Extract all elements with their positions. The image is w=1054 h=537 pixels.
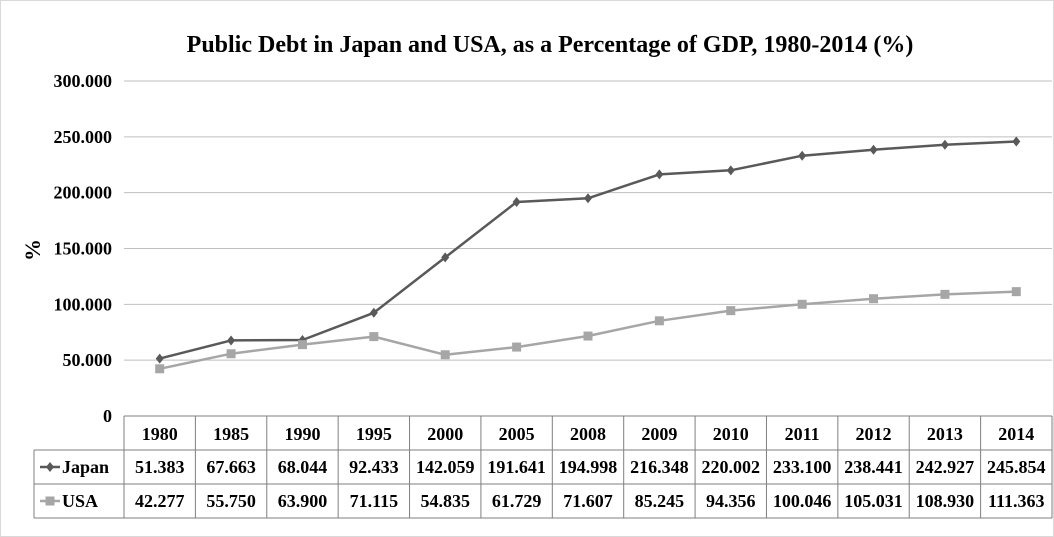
data-point-usa (869, 294, 879, 304)
data-table: 1980 1985 1990 1995 2000 2005 2008 2009 2010 2011… (33, 415, 1053, 519)
data-label: 242.927 (916, 457, 975, 477)
y-tick-label: 150.000 (54, 239, 113, 259)
x-tick-label: 2013 (927, 424, 963, 444)
legend-label: USA (62, 491, 98, 511)
data-label: 61.729 (492, 491, 542, 511)
y-tick-label: 300.000 (54, 71, 113, 91)
data-label: 105.031 (844, 491, 903, 511)
data-point-japan (798, 150, 807, 161)
legend-key-marker (46, 462, 54, 472)
x-tick-label: 2011 (785, 424, 820, 444)
data-point-japan (369, 307, 378, 318)
data-label: 142.059 (416, 457, 475, 477)
data-label: 94.356 (706, 491, 756, 511)
data-point-japan (1012, 136, 1021, 147)
y-tick-label: 0 (103, 406, 112, 426)
data-point-usa (512, 342, 522, 352)
y-axis-ticks: 0 50.000 100.000 150.000 200.000 250.000 300.0… (54, 71, 113, 426)
y-tick-label: 50.000 (63, 350, 113, 370)
data-label: 51.383 (135, 457, 185, 477)
x-tick-label: 2010 (713, 424, 749, 444)
data-label: 191.641 (487, 457, 546, 477)
data-label: 238.441 (844, 457, 903, 477)
data-point-japan (441, 252, 450, 263)
data-point-usa (155, 364, 165, 374)
legend-key-marker (45, 496, 55, 506)
data-label: 111.363 (988, 491, 1045, 511)
x-tick-label: 2014 (998, 424, 1034, 444)
data-point-japan (869, 144, 878, 155)
x-tick-label: 2005 (499, 424, 535, 444)
data-point-japan (655, 169, 664, 180)
data-point-japan (155, 353, 164, 364)
data-label: 233.100 (773, 457, 832, 477)
data-label: 71.115 (350, 491, 399, 511)
x-tick-label: 2009 (641, 424, 677, 444)
data-point-usa (1011, 287, 1021, 297)
data-point-usa (440, 350, 450, 360)
x-tick-label: 1995 (356, 424, 392, 444)
legend-label: Japan (62, 457, 109, 477)
data-point-japan (726, 165, 735, 176)
data-point-usa (654, 316, 664, 326)
data-label: 194.998 (559, 457, 618, 477)
x-tick-label: 2008 (570, 424, 606, 444)
data-point-japan (512, 197, 521, 208)
data-label: 92.433 (349, 457, 399, 477)
data-point-usa (297, 340, 307, 350)
series-line-japan (159, 140, 1017, 360)
data-point-japan (940, 139, 949, 150)
data-point-japan (584, 193, 592, 204)
data-point-usa (797, 299, 807, 309)
data-point-usa (583, 331, 593, 341)
data-label: 245.854 (987, 457, 1046, 477)
series-line-usa (159, 290, 1017, 371)
y-axis-label: % (20, 239, 45, 261)
data-point-usa (726, 306, 736, 316)
data-point-usa (940, 289, 950, 299)
x-tick-label: 2012 (856, 424, 892, 444)
data-label: 108.930 (916, 491, 975, 511)
data-point-japan (227, 335, 236, 346)
y-tick-label: 250.000 (54, 127, 113, 147)
data-label: 68.044 (278, 457, 328, 477)
data-label: 71.607 (563, 491, 613, 511)
data-label: 54.835 (420, 491, 470, 511)
data-point-usa (226, 349, 236, 359)
x-tick-label: 2000 (427, 424, 463, 444)
data-label: 216.348 (630, 457, 689, 477)
series-lines (155, 136, 1021, 374)
data-label: 42.277 (135, 491, 185, 511)
data-label: 100.046 (773, 491, 832, 511)
data-label: 63.900 (278, 491, 328, 511)
data-label: 220.002 (702, 457, 761, 477)
y-tick-label: 100.000 (54, 294, 113, 314)
gridlines (124, 80, 1052, 417)
data-point-usa (369, 332, 379, 342)
chart-title: Public Debt in Japan and USA, as a Perce… (187, 32, 914, 58)
data-label: 55.750 (206, 491, 256, 511)
data-label: 67.663 (206, 457, 256, 477)
y-tick-label: 200.000 (54, 183, 113, 203)
x-tick-label: 1985 (213, 424, 249, 444)
data-label: 85.245 (635, 491, 685, 511)
x-tick-label: 1980 (142, 424, 178, 444)
x-tick-label: 1990 (284, 424, 320, 444)
